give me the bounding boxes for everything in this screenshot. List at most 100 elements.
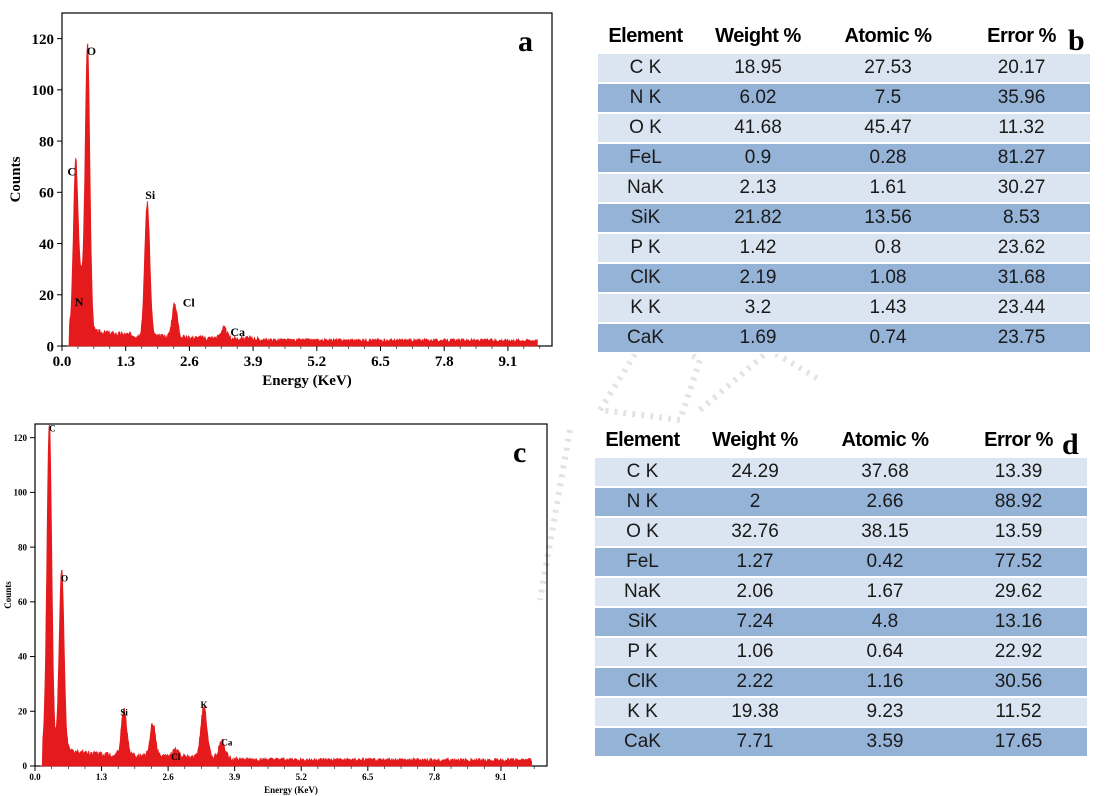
table-row: K K 19.38 9.23 11.52 (595, 697, 1087, 728)
table-row: ClK 2.22 1.16 30.56 (595, 667, 1087, 698)
x-tick-label: 6.5 (371, 354, 390, 370)
cell-element: P K (598, 233, 693, 264)
cell-atomic: 1.43 (823, 293, 953, 324)
cell-atomic: 0.28 (823, 143, 953, 174)
cell-element: K K (595, 697, 690, 728)
cell-weight: 7.71 (690, 727, 820, 758)
cell-element: O K (595, 517, 690, 548)
table-header-row: Element Weight % Atomic % Error % (598, 18, 1090, 54)
x-tick-label: 2.6 (162, 772, 174, 782)
table-row: FeL 1.27 0.42 77.52 (595, 547, 1087, 578)
table-row: C K 18.95 27.53 20.17 (598, 54, 1090, 84)
cell-atomic: 13.56 (823, 203, 953, 234)
peak-label: C (49, 424, 56, 434)
x-tick-label: 0.0 (29, 772, 41, 782)
y-tick-label: 60 (39, 186, 54, 202)
table-row: NaK 2.13 1.61 30.27 (598, 173, 1090, 204)
y-tick-label: 60 (18, 597, 28, 607)
cell-error: 30.56 (950, 667, 1087, 698)
cell-weight: 0.9 (693, 143, 823, 174)
cell-atomic: 2.66 (820, 487, 950, 518)
cell-element: ClK (598, 263, 693, 294)
table-row: P K 1.42 0.8 23.62 (598, 233, 1090, 264)
y-tick-label: 80 (18, 542, 28, 552)
cell-atomic: 27.53 (823, 54, 953, 84)
cell-weight: 21.82 (693, 203, 823, 234)
cell-weight: 6.02 (693, 83, 823, 114)
y-tick-label: 80 (39, 134, 54, 150)
cell-element: C K (598, 54, 693, 84)
spectrum-series (40, 423, 533, 767)
cell-atomic: 0.8 (823, 233, 953, 264)
cell-element: CaK (598, 323, 693, 354)
x-tick-label: 7.8 (435, 354, 454, 370)
table-row: O K 41.68 45.47 11.32 (598, 113, 1090, 144)
y-tick-label: 100 (14, 488, 28, 498)
chart-a-panel: 0 20 40 60 80 100 120 0.0 1.3 2.6 3.9 5.2 6.5 7.8 9.1 E… (0, 0, 560, 400)
y-axis-label: Counts (3, 581, 13, 609)
table-row: SiK 21.82 13.56 8.53 (598, 203, 1090, 234)
table-row: K K 3.2 1.43 23.44 (598, 293, 1090, 324)
cell-error: 13.59 (950, 517, 1087, 548)
cell-error: 35.96 (953, 83, 1090, 114)
header-weight: Weight % (715, 24, 801, 47)
panel-letter: c (513, 436, 526, 469)
cell-atomic: 7.5 (823, 83, 953, 114)
cell-weight: 18.95 (693, 54, 823, 84)
table-row: N K 6.02 7.5 35.96 (598, 83, 1090, 114)
cell-element: FeL (598, 143, 693, 174)
x-tick-label: 1.3 (96, 772, 108, 782)
y-tick-label: 40 (39, 237, 54, 253)
cell-atomic: 4.8 (820, 607, 950, 638)
cell-weight: 7.24 (690, 607, 820, 638)
cell-weight: 24.29 (690, 458, 820, 488)
cell-weight: 2.13 (693, 173, 823, 204)
panel-letter: a (518, 25, 533, 58)
cell-error: 30.27 (953, 173, 1090, 204)
element-table-b: Element Weight % Atomic % Error % C K 18.… (598, 18, 1090, 354)
x-tick-label: 5.2 (307, 354, 326, 370)
peak-label: K (200, 700, 207, 710)
cell-error: 81.27 (953, 143, 1090, 174)
cell-atomic: 1.67 (820, 577, 950, 608)
cell-error: 23.44 (953, 293, 1090, 324)
peak-label: Cl (171, 752, 180, 762)
x-tick-label: 2.6 (180, 354, 199, 370)
y-tick-label: 20 (39, 288, 54, 304)
peak-label: C (67, 165, 76, 179)
cell-atomic: 0.64 (820, 637, 950, 668)
table-row: FeL 0.9 0.28 81.27 (598, 143, 1090, 174)
cell-element: NaK (595, 577, 690, 608)
table-row: CaK 1.69 0.74 23.75 (598, 323, 1090, 354)
y-axis-label: Counts (8, 156, 24, 202)
table-row: O K 32.76 38.15 13.59 (595, 517, 1087, 548)
plot-frame (34, 423, 548, 767)
cell-element: NaK (598, 173, 693, 204)
peak-label: Ca (230, 325, 245, 339)
cell-weight: 3.2 (693, 293, 823, 324)
y-tick-label: 40 (18, 652, 28, 662)
cell-element: SiK (598, 203, 693, 234)
plot-frame (61, 12, 553, 347)
cell-weight: 1.42 (693, 233, 823, 264)
y-tick-label: 0 (47, 339, 55, 355)
x-tick-label: 3.9 (244, 354, 263, 370)
table-row: CaK 7.71 3.59 17.65 (595, 727, 1087, 758)
cell-error: 13.16 (950, 607, 1087, 638)
cell-atomic: 45.47 (823, 113, 953, 144)
table-row: N K 2 2.66 88.92 (595, 487, 1087, 518)
cell-weight: 32.76 (690, 517, 820, 548)
cell-element: C K (595, 458, 690, 488)
cell-error: 88.92 (950, 487, 1087, 518)
cell-error: 11.52 (950, 697, 1087, 728)
eds-spectrum-chart-a: 0 20 40 60 80 100 120 0.0 1.3 2.6 3.9 5.2 6.5 7.8 9.1 E… (8, 12, 553, 389)
cell-error: 22.92 (950, 637, 1087, 668)
cell-atomic: 3.59 (820, 727, 950, 758)
header-error: Error % (984, 428, 1053, 451)
cell-weight: 2.06 (690, 577, 820, 608)
cell-atomic: 1.61 (823, 173, 953, 204)
y-tick-label: 0 (23, 761, 28, 771)
peak-label: Si (145, 188, 156, 202)
cell-element: O K (598, 113, 693, 144)
cell-error: 13.39 (950, 458, 1087, 488)
